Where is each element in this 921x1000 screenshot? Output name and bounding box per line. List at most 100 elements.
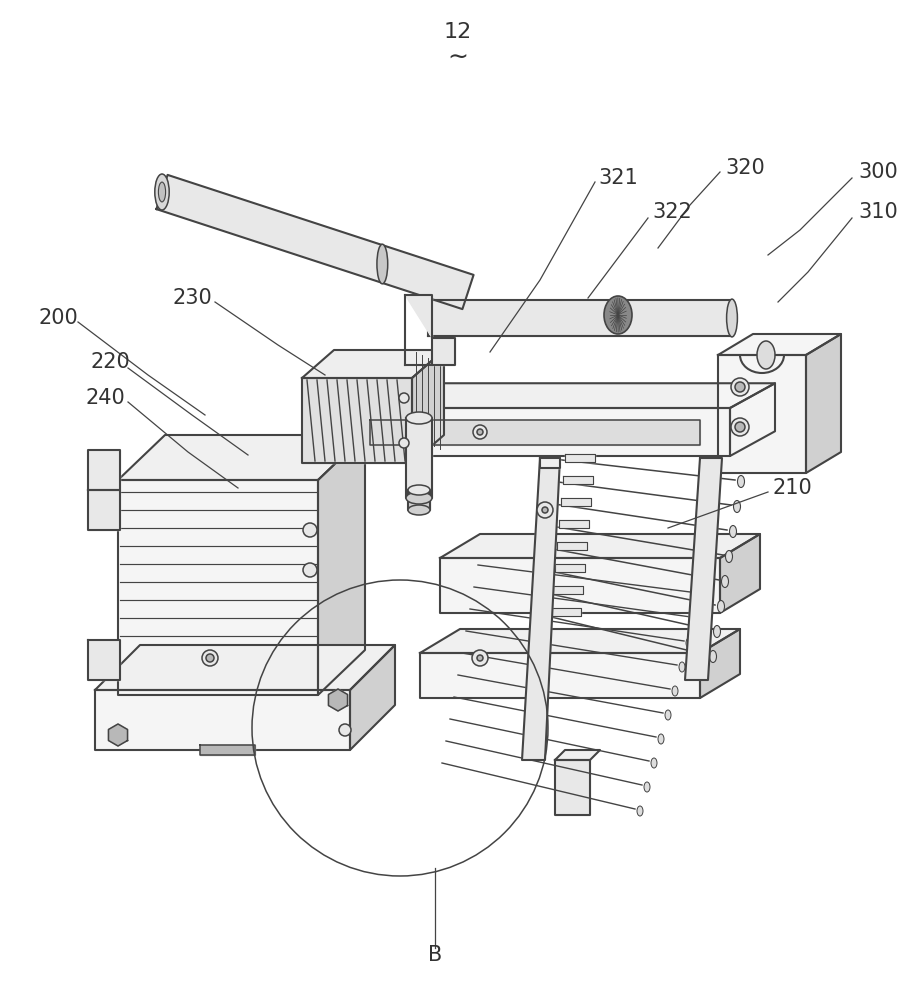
Polygon shape xyxy=(553,586,583,594)
Polygon shape xyxy=(718,334,841,355)
Ellipse shape xyxy=(637,806,643,816)
Polygon shape xyxy=(565,454,595,462)
Polygon shape xyxy=(551,608,581,616)
Ellipse shape xyxy=(665,710,671,720)
Polygon shape xyxy=(95,645,395,690)
Circle shape xyxy=(399,438,409,448)
Polygon shape xyxy=(408,490,430,510)
Ellipse shape xyxy=(377,244,388,284)
Polygon shape xyxy=(88,640,120,680)
Ellipse shape xyxy=(672,686,678,696)
Ellipse shape xyxy=(679,662,685,672)
Ellipse shape xyxy=(721,576,729,587)
Polygon shape xyxy=(118,480,318,695)
Circle shape xyxy=(303,563,317,577)
Text: 321: 321 xyxy=(598,168,638,188)
Polygon shape xyxy=(720,534,760,613)
Polygon shape xyxy=(412,350,444,463)
Polygon shape xyxy=(540,458,560,468)
Text: 12: 12 xyxy=(444,22,472,42)
Circle shape xyxy=(399,393,409,403)
Polygon shape xyxy=(95,690,350,750)
Polygon shape xyxy=(559,520,589,528)
Polygon shape xyxy=(370,420,700,445)
Polygon shape xyxy=(335,383,775,408)
Circle shape xyxy=(477,429,483,435)
Circle shape xyxy=(202,650,218,666)
Polygon shape xyxy=(88,490,120,530)
Ellipse shape xyxy=(726,550,732,562)
Circle shape xyxy=(477,655,483,661)
Polygon shape xyxy=(555,750,600,760)
Polygon shape xyxy=(561,498,591,506)
Text: 322: 322 xyxy=(652,202,692,222)
Text: ∼: ∼ xyxy=(448,46,469,70)
Ellipse shape xyxy=(406,412,432,424)
Ellipse shape xyxy=(158,182,166,202)
Circle shape xyxy=(731,378,749,396)
Text: 310: 310 xyxy=(858,202,898,222)
Circle shape xyxy=(473,425,487,439)
Polygon shape xyxy=(555,564,585,572)
Polygon shape xyxy=(563,476,593,484)
Circle shape xyxy=(206,654,214,662)
Text: 210: 210 xyxy=(772,478,812,498)
Polygon shape xyxy=(88,450,120,490)
Ellipse shape xyxy=(658,734,664,744)
Text: 300: 300 xyxy=(858,162,898,182)
Polygon shape xyxy=(405,295,455,365)
Text: 230: 230 xyxy=(172,288,212,308)
Circle shape xyxy=(731,418,749,436)
Ellipse shape xyxy=(408,505,430,515)
Circle shape xyxy=(542,507,548,513)
Circle shape xyxy=(472,650,488,666)
Polygon shape xyxy=(302,350,444,378)
Polygon shape xyxy=(200,745,255,755)
Ellipse shape xyxy=(686,638,692,648)
Polygon shape xyxy=(428,300,732,336)
Ellipse shape xyxy=(644,782,650,792)
Polygon shape xyxy=(109,724,127,746)
Ellipse shape xyxy=(700,590,706,600)
Polygon shape xyxy=(329,689,347,711)
Ellipse shape xyxy=(406,492,432,504)
Polygon shape xyxy=(718,355,806,473)
Text: B: B xyxy=(428,945,442,965)
Polygon shape xyxy=(685,458,722,680)
Polygon shape xyxy=(440,534,760,558)
Circle shape xyxy=(735,422,745,432)
Polygon shape xyxy=(118,435,365,480)
Text: 240: 240 xyxy=(85,388,125,408)
Ellipse shape xyxy=(727,299,738,337)
Polygon shape xyxy=(700,629,740,698)
Polygon shape xyxy=(157,175,473,309)
Polygon shape xyxy=(350,645,395,750)
Text: 220: 220 xyxy=(90,352,130,372)
Text: 320: 320 xyxy=(725,158,764,178)
Circle shape xyxy=(537,502,553,518)
Ellipse shape xyxy=(717,600,725,612)
Ellipse shape xyxy=(709,650,717,662)
Ellipse shape xyxy=(408,485,430,495)
Polygon shape xyxy=(440,558,720,613)
Circle shape xyxy=(303,523,317,537)
Ellipse shape xyxy=(651,758,657,768)
Ellipse shape xyxy=(757,341,775,369)
Circle shape xyxy=(339,724,351,736)
Ellipse shape xyxy=(155,174,169,210)
Polygon shape xyxy=(406,418,432,498)
Polygon shape xyxy=(555,760,590,815)
Polygon shape xyxy=(420,653,700,698)
Polygon shape xyxy=(557,542,587,550)
Text: 200: 200 xyxy=(38,308,78,328)
Ellipse shape xyxy=(693,614,699,624)
Polygon shape xyxy=(522,458,560,760)
Polygon shape xyxy=(302,378,412,463)
Polygon shape xyxy=(806,334,841,473)
Polygon shape xyxy=(318,435,365,695)
Polygon shape xyxy=(335,408,730,456)
Ellipse shape xyxy=(733,500,740,512)
Polygon shape xyxy=(730,383,775,456)
Ellipse shape xyxy=(738,476,744,488)
Ellipse shape xyxy=(729,526,737,538)
